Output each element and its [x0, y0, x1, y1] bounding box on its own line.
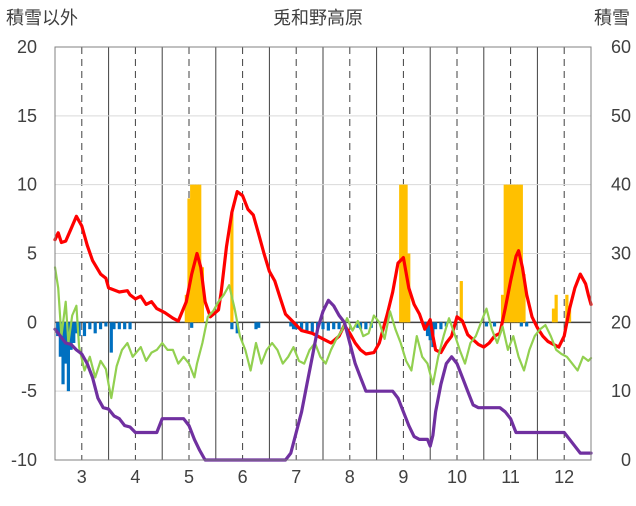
y-left-tick-label: 5: [27, 244, 37, 264]
x-tick-label: 9: [398, 467, 408, 487]
data-bar: [123, 322, 127, 330]
data-bar: [459, 281, 463, 323]
data-bar: [506, 184, 510, 323]
x-tick-label: 12: [554, 467, 574, 487]
data-bar: [551, 308, 556, 323]
y-right-tick-label: 60: [611, 37, 631, 57]
data-bar: [190, 322, 194, 328]
data-bar: [522, 274, 526, 323]
data-bar: [98, 322, 103, 330]
data-bar: [104, 322, 108, 327]
data-bar: [72, 322, 76, 343]
data-bar: [198, 184, 202, 323]
data-bar: [500, 294, 505, 323]
data-bar: [56, 322, 60, 337]
data-bar: [299, 322, 304, 330]
data-bar: [305, 322, 309, 331]
data-bar: [565, 294, 569, 323]
y-left-axis-label: 積雪以外: [6, 8, 78, 28]
data-bar: [519, 322, 523, 327]
data-bar: [525, 322, 529, 327]
data-bar: [404, 184, 408, 323]
y-left-tick-label: 10: [17, 175, 37, 195]
data-bar: [428, 322, 432, 341]
data-bar: [321, 322, 325, 330]
data-bar: [257, 322, 261, 328]
data-bar: [289, 322, 293, 327]
data-bar: [519, 184, 523, 323]
y-left-tick-label: 0: [27, 312, 37, 332]
data-bar: [128, 322, 132, 330]
data-bar: [109, 322, 113, 353]
data-bar: [326, 322, 330, 331]
x-tick-label: 4: [130, 467, 140, 487]
data-bar: [82, 322, 87, 337]
y-left-tick-label: 20: [17, 37, 37, 57]
y-right-tick-label: 30: [611, 244, 631, 264]
x-tick-label: 8: [345, 467, 355, 487]
plot-frame: [54, 46, 592, 461]
data-bar: [433, 322, 438, 330]
data-bar: [112, 322, 116, 330]
chart-title: 兎和野高原: [273, 8, 363, 28]
data-bar: [187, 198, 191, 323]
y-left-tick-label: -10: [11, 450, 37, 470]
bars-layer: [56, 184, 572, 392]
data-bar: [399, 184, 403, 323]
data-bar: [88, 322, 92, 330]
data-bar: [511, 184, 515, 323]
x-tick-label: 5: [184, 467, 194, 487]
data-bar: [291, 322, 296, 330]
data-bar: [254, 322, 258, 330]
y-left-tick-label: -5: [21, 381, 37, 401]
data-bar: [192, 184, 196, 323]
y-right-tick-label: 0: [621, 450, 631, 470]
data-bar: [401, 184, 405, 323]
series-line: [53, 298, 593, 462]
data-bar: [58, 322, 62, 357]
data-bar: [230, 322, 234, 330]
data-bar: [77, 322, 81, 337]
y-right-axis-label: 積雪: [594, 8, 630, 28]
data-bar: [484, 322, 489, 327]
y-right-tick-label: 20: [611, 312, 631, 332]
y-right-tick-label: 10: [611, 381, 631, 401]
data-bar: [117, 322, 121, 330]
data-bar: [190, 184, 194, 323]
data-bar: [66, 322, 70, 392]
data-bar: [356, 322, 360, 328]
y-right-tick-label: 40: [611, 175, 631, 195]
ticks-layer: -10 -5 0 5 10 15 20 0 10 20 30 40 50 60 3 4 5 6 7 8 9 10 11 12: [11, 37, 631, 487]
data-bar: [364, 322, 368, 330]
x-tick-label: 10: [447, 467, 467, 487]
data-bar: [503, 184, 507, 323]
data-bar: [425, 322, 430, 337]
x-tick-label: 7: [291, 467, 301, 487]
data-bar: [332, 322, 336, 330]
y-left-tick-label: 15: [17, 106, 37, 126]
data-bar: [200, 267, 204, 323]
x-tick-label: 6: [238, 467, 248, 487]
data-bar: [337, 322, 341, 330]
x-tick-label: 3: [77, 467, 87, 487]
data-bar: [230, 212, 234, 323]
lines-layer: [53, 190, 593, 462]
data-bar: [184, 294, 188, 323]
data-bar: [439, 322, 443, 330]
y-right-tick-label: 50: [611, 106, 631, 126]
data-bar: [69, 322, 73, 350]
data-bar: [492, 322, 497, 327]
data-bar: [61, 322, 65, 385]
data-bar: [509, 184, 513, 323]
data-bar: [310, 322, 314, 332]
data-bar: [74, 322, 79, 334]
data-bar: [554, 294, 558, 323]
x-tick-label: 11: [501, 467, 520, 487]
data-bar: [93, 322, 97, 334]
